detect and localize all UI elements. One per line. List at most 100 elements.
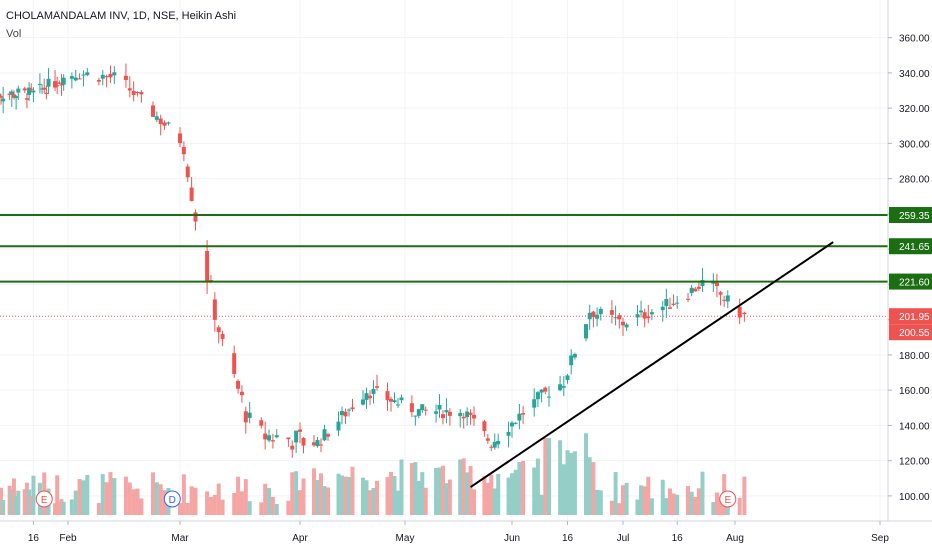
candle-body [472,414,477,419]
candle-body [286,437,291,440]
candle-body [178,133,182,144]
volume-bar [259,502,264,515]
candle-body [420,404,425,411]
candle-body [725,295,730,302]
price-marker-label: 200.55 [899,328,930,339]
volume-bar [375,480,379,515]
y-tick-label: 340.00 [899,69,930,80]
volume-bar [347,476,351,515]
candle-body [267,435,272,441]
volume-bar [714,492,719,515]
candle-body [722,299,727,301]
candle-body [232,353,237,374]
volume-bar [135,488,140,515]
volume-bar [489,474,494,515]
candle-body [368,395,372,399]
volume-bar [14,496,19,515]
y-tick-label: 320.00 [899,104,930,115]
candle-body [409,403,414,413]
event-marker-label: D [169,495,176,506]
volume-bar [27,489,32,515]
candle-body [290,445,295,450]
candle-body [598,309,603,315]
candle-body [9,91,14,95]
candle-body [485,438,490,441]
volume-bar [535,458,540,515]
level-label-bg [889,207,932,224]
candle-body [539,389,544,393]
volume-bar [646,476,651,515]
volume-bar [517,462,522,515]
volume-bar [693,496,698,515]
candle-body [96,80,101,82]
candle-body [0,93,1,98]
candle-body [392,400,397,402]
volume-bar [108,472,113,515]
x-tick-label: Mar [171,533,189,544]
candle-body [517,413,522,421]
x-tick-label: Jun [504,533,520,544]
candle-body [7,93,12,95]
volume-bar [510,473,514,515]
candle-body [44,92,49,94]
candle-body [718,292,723,295]
candle-body [139,91,144,95]
candle-body [123,75,128,80]
candle-body [259,420,264,426]
volume-bar [336,473,341,515]
volume-bar [131,489,136,515]
volume-bar [7,485,12,515]
volume-bar [123,476,128,515]
volume-bar [243,479,248,515]
y-tick-label: 160.00 [899,386,930,397]
volume-bar [461,458,466,515]
candle-body [535,392,540,400]
volume-bar [671,493,676,515]
x-tick-label: 16 [28,533,40,544]
volume-bar [301,478,306,515]
candle-body [319,444,323,446]
volume-bar [584,433,588,515]
candle-body [37,83,42,85]
volume-bar [55,475,60,515]
volume-bar [660,479,665,515]
candle-body [53,81,58,88]
candle-body [496,441,501,445]
volume-bar [267,488,272,515]
candle-body [686,298,691,300]
volume-bar [361,477,365,515]
volume-bar [389,471,393,515]
candle-body [613,317,618,319]
volume-bar [61,501,66,515]
volume-bar [496,473,501,515]
volume-bar [112,478,117,515]
volume-bar [100,474,105,515]
candle-body [561,386,566,388]
volume-bar [286,500,291,515]
candle-body [294,430,299,443]
candle-body [205,250,210,283]
y-tick-label: 100.00 [899,492,930,503]
event-marker-circle [35,490,53,508]
volume-bar [492,488,497,515]
volume-bar [621,485,625,515]
candle-body [675,302,680,304]
volume-bar [543,438,548,515]
y-tick-label: 360.00 [899,34,930,45]
volume-bar [444,483,449,515]
volume-bar [396,490,400,515]
event-marker-label: E [41,495,48,506]
volume-bar [413,462,418,515]
level-label: 221.60 [899,278,930,289]
candle-body [189,187,194,202]
candle-body [396,404,400,406]
candle-body [506,432,511,436]
volume-bar [205,491,210,515]
volume-bar [185,502,190,515]
candle-body [361,399,365,405]
candle-body [162,122,167,126]
candle-body [482,421,487,432]
candle-body [104,76,109,78]
volume-bar [440,465,445,515]
